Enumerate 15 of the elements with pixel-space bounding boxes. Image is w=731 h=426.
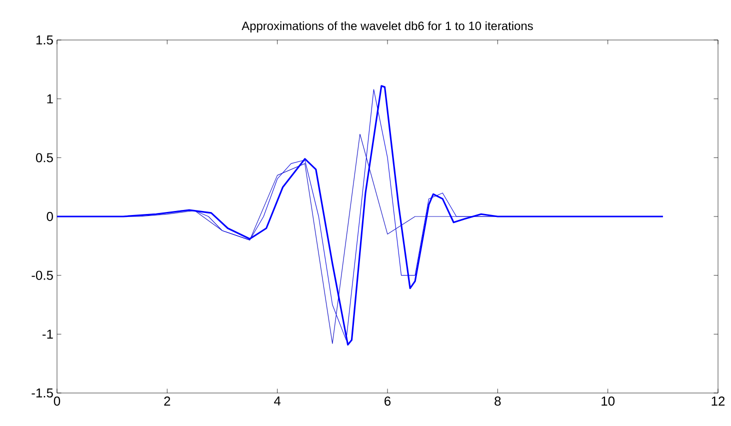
y-tick-label: -0.5 [32,270,53,280]
chart-title: Approximations of the wavelet db6 for 1 to 10 iterations [242,21,533,32]
y-tick-label: 0 [46,212,53,222]
x-tick-label: 10 [602,396,615,406]
x-tick-label: 12 [712,396,725,406]
y-tick-label: -1.5 [32,388,53,398]
y-tick-label: 0.5 [36,153,53,162]
x-tick-label: 2 [164,396,170,406]
y-tick-label: 1.5 [36,35,53,45]
x-tick-label: 8 [494,396,501,406]
x-tick-label: 6 [384,396,391,406]
x-tick-label: 0 [54,396,60,406]
y-tick-label: -1 [42,330,53,339]
x-tick-label: 4 [274,396,281,406]
y-tick-label: 1 [47,94,53,104]
